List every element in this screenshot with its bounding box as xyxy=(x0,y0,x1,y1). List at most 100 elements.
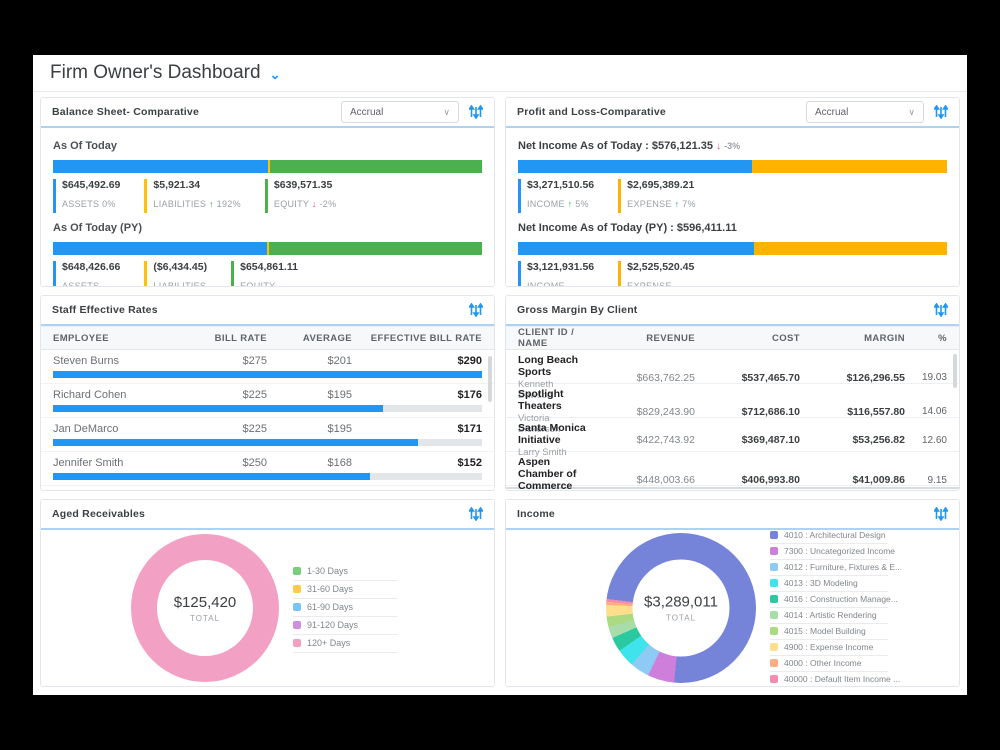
filter-icon[interactable] xyxy=(934,105,948,119)
employee-name: Richard Cohen xyxy=(53,389,127,401)
legend-label: 40000 : Default Item Income ... xyxy=(784,674,901,684)
chevron-down-icon: ∨ xyxy=(908,106,915,117)
panel-title: Income xyxy=(517,508,555,520)
employee-name: Jennifer Smith xyxy=(53,457,124,469)
column-revenue[interactable]: REVENUE xyxy=(646,332,695,344)
bar-segment xyxy=(753,242,947,256)
chart-legend: 1-30 Days 31-60 Days 61-90 Days 91-120 Days… xyxy=(293,563,398,653)
rate-bar-track xyxy=(53,439,482,446)
legend-item[interactable]: 31-60 Days xyxy=(293,581,398,599)
scrollbar[interactable] xyxy=(488,356,492,402)
column-employee[interactable]: EMPLOYEE xyxy=(53,332,109,344)
legend-label: INCOME xyxy=(527,281,565,287)
legend-item[interactable]: 4010 : Architectural Design xyxy=(770,528,888,544)
client-name: Spotlight Theaters xyxy=(518,388,564,412)
legend-item[interactable]: 4014 : Artistic Rendering xyxy=(770,608,888,624)
total-row: TOTAL $2,600,023.31 $2,246,049.65 $353,9… xyxy=(506,487,959,490)
legend-label: 120+ Days xyxy=(307,638,351,648)
table-row[interactable]: Steven Burns $275 $201 $290 xyxy=(41,350,494,384)
legend-item[interactable]: 4000 : Other Income xyxy=(770,656,888,672)
legend-item[interactable]: 4013 : 3D Modeling xyxy=(770,576,888,592)
legend-swatch-icon xyxy=(770,563,778,571)
filter-icon[interactable] xyxy=(934,303,948,317)
section-heading: As Of Today xyxy=(53,140,117,152)
legend-value: $2,695,389.21 xyxy=(627,179,695,191)
legend-label: LIABILITIES xyxy=(153,281,207,287)
panel-balance-sheet: Balance Sheet- Comparative Accrual ∨ As … xyxy=(40,97,495,287)
legend-item[interactable]: 7300 : Uncategorized Income xyxy=(770,544,895,560)
legend-value: $3,121,931.56 xyxy=(527,261,595,274)
effective-bill-rate-value: $152 xyxy=(457,457,482,469)
filter-icon[interactable] xyxy=(934,507,948,521)
bar-segment xyxy=(53,160,268,173)
column-average[interactable]: AVERAGE xyxy=(302,332,352,344)
revenue-value: $663,762.25 xyxy=(636,371,695,384)
table-row[interactable]: Long Beach Sports Kenneth Dawson $663,762.… xyxy=(506,350,959,401)
panel-header: Profit and Loss-Comparative Accrual ∨ xyxy=(506,98,959,128)
legend-item[interactable]: 91-120 Days xyxy=(293,617,398,635)
bar-segment xyxy=(267,160,271,173)
page-header: Firm Owner's Dashboard ⌄ xyxy=(33,55,967,92)
panel-title: Balance Sheet- Comparative xyxy=(52,106,200,118)
panel-header: Aged Receivables xyxy=(41,500,494,530)
trend-arrow-icon: ↓ xyxy=(716,141,722,152)
table-row[interactable]: Santa Monica Initiative Larry Smith $422,7… xyxy=(506,418,959,458)
legend-label: 4012 : Furniture, Fixtures & E... xyxy=(784,562,903,572)
donut-total-label: TOTAL xyxy=(665,613,697,623)
legend-label: 4015 : Model Building xyxy=(784,626,866,636)
bill-rate-value: $250 xyxy=(242,457,267,469)
donut-center: $125,420 TOTAL xyxy=(157,560,253,656)
table-row[interactable]: Jan DeMarco $225 $195 $171 xyxy=(41,418,494,452)
scrollbar[interactable] xyxy=(953,354,957,388)
table-row[interactable]: Jennifer Smith $250 $168 $152 xyxy=(41,452,494,486)
filter-icon[interactable] xyxy=(469,105,483,119)
legend-item[interactable]: 4900 : Expense Income xyxy=(770,640,888,656)
margin-value: $126,296.55 xyxy=(846,371,905,384)
rate-bar-fill xyxy=(53,405,384,412)
legend-item[interactable]: 120+ Days xyxy=(293,635,398,653)
column-effective-bill-rate[interactable]: EFFECTIVE BILL RATE xyxy=(370,332,482,344)
pl-stacked-bar[interactable] xyxy=(518,160,947,173)
legend-item[interactable]: 4012 : Furniture, Fixtures & E... xyxy=(770,560,902,576)
legend-delta: 5% xyxy=(575,198,589,209)
balance-stacked-bar[interactable] xyxy=(53,160,482,173)
legend-item[interactable]: 61-90 Days xyxy=(293,599,398,617)
legend-item[interactable]: 4016 : Construction Manage... xyxy=(770,592,898,608)
legend-label: 31-60 Days xyxy=(307,584,354,594)
legend-item[interactable]: 1-30 Days xyxy=(293,563,398,581)
panel-header: Income xyxy=(506,500,959,530)
column-cost[interactable]: COST xyxy=(772,332,800,344)
legend-swatch-icon xyxy=(770,579,778,587)
balance-stacked-bar-py[interactable] xyxy=(53,242,482,256)
table-row[interactable]: Richard Cohen $225 $195 $176 xyxy=(41,384,494,418)
legend-expense: $2,695,389.21 EXPENSE ↑ 7% xyxy=(618,179,696,214)
column-client[interactable]: CLIENT ID / NAME xyxy=(518,327,575,349)
legend-delta: 0% xyxy=(102,198,116,209)
table-row[interactable]: Spotlight Theaters Victoria Dickerson $829… xyxy=(506,384,959,435)
accounting-method-select[interactable]: Accrual ∨ xyxy=(341,101,459,123)
legend-delta: 192% xyxy=(216,198,241,209)
legend-swatch-icon xyxy=(293,585,301,593)
table-row[interactable]: Curtis Jameson$125$102$128 xyxy=(41,486,494,490)
accounting-method-select[interactable]: Accrual ∨ xyxy=(806,101,924,123)
legend-label: 7300 : Uncategorized Income xyxy=(784,546,896,556)
legend-item[interactable]: 40000 : Default Item Income ... xyxy=(770,672,900,686)
bar-segment xyxy=(268,242,482,256)
table-row[interactable]: Aspen Chamber of CommerceThurston Howell… xyxy=(506,452,959,490)
legend-item[interactable]: 4015 : Model Building xyxy=(770,624,888,640)
donut-center: $3,289,011 TOTAL xyxy=(632,559,730,657)
staff-table-body: Steven Burns $275 $201 $290 Richard Cohen $22… xyxy=(41,350,494,490)
column-bill-rate[interactable]: BILL RATE xyxy=(214,332,267,344)
rate-bar-fill xyxy=(53,371,482,378)
filter-icon[interactable] xyxy=(469,303,483,317)
filter-icon[interactable] xyxy=(469,507,483,521)
column-percent[interactable]: % xyxy=(938,332,947,344)
panel-title: Gross Margin By Client xyxy=(517,304,638,316)
bar-segment xyxy=(53,242,268,256)
column-margin[interactable]: MARGIN xyxy=(864,332,905,344)
chevron-down-icon: ∨ xyxy=(443,106,450,117)
chevron-down-icon[interactable]: ⌄ xyxy=(269,67,281,82)
net-income-heading: Net Income As of Today : $576,121.35 ↓ -… xyxy=(518,140,741,152)
pl-stacked-bar-py[interactable] xyxy=(518,242,947,256)
table-header: CLIENT ID / NAME REVENUE COST MARGIN % xyxy=(506,326,959,350)
